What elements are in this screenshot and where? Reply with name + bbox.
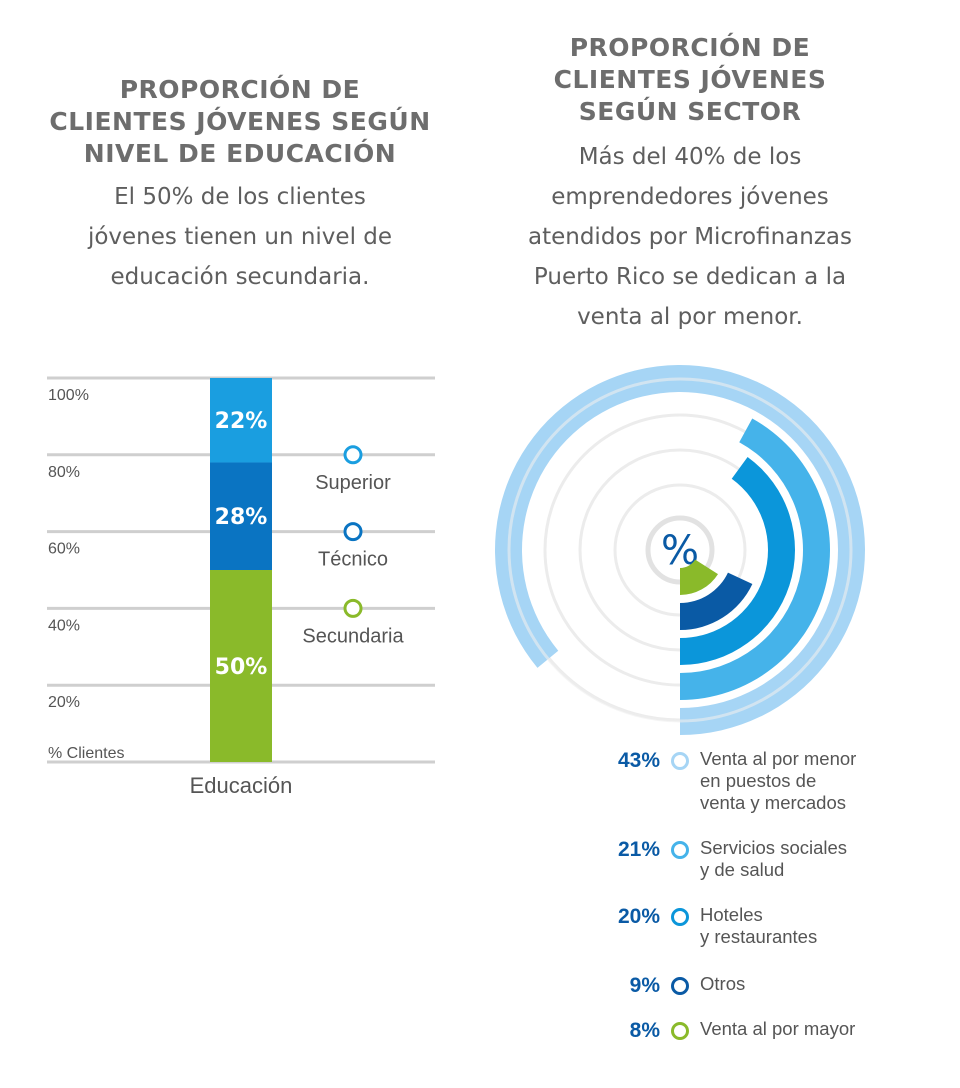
- y-tick-label: 20%: [48, 694, 80, 711]
- y-tick-label: 40%: [48, 617, 80, 634]
- legend-percent: 9%: [629, 974, 660, 997]
- education-chart-title: PROPORCIÓN DE CLIENTES JÓVENES SEGÚN NIVEL…: [49, 75, 431, 168]
- legend-percent: 43%: [617, 749, 660, 772]
- legend-row: 20% Hoteles y restaurantes: [560, 904, 940, 954]
- y-tick-label: 80%: [48, 464, 80, 481]
- legend-label: Venta al por mayor: [700, 1018, 856, 1039]
- legend-marker: [671, 908, 689, 926]
- legend-marker: [671, 1022, 689, 1040]
- sector-chart-title: PROPORCIÓN DE CLIENTES JÓVENES SEGÚN SECTO…: [553, 33, 827, 126]
- legend-row: 8% Venta al por mayor: [560, 1018, 940, 1068]
- legend-label: Secundaria: [302, 625, 404, 647]
- bar-data-label: 28%: [215, 505, 268, 530]
- legend-row: 9% Otros: [560, 973, 940, 1023]
- radial-bar: [680, 456, 795, 665]
- bar-data-label: 22%: [215, 409, 268, 434]
- bar-segment: [210, 378, 272, 463]
- bar-segment: [210, 570, 272, 762]
- legend-label: Otros: [700, 973, 746, 994]
- legend-marker: [671, 752, 689, 770]
- legend-row: 43% Venta al por menor en puestos de vent…: [560, 748, 940, 813]
- legend-label: Servicios sociales y de salud: [700, 837, 848, 880]
- bar-data-label: 50%: [215, 655, 268, 680]
- legend-label: Hoteles y restaurantes: [700, 904, 818, 947]
- y-tick-label: 60%: [48, 541, 80, 558]
- legend-marker: [343, 445, 363, 465]
- legend-percent: 21%: [617, 838, 660, 861]
- y-axis-label: % Clientes: [48, 745, 124, 762]
- background-ring: [507, 377, 853, 723]
- radial-bar: [680, 559, 718, 595]
- legend-marker: [343, 522, 363, 542]
- legend-marker: [343, 598, 363, 618]
- legend-marker: [671, 841, 689, 859]
- education-chart-subtitle: El 50% de los clientes jóvenes tienen un …: [87, 184, 393, 290]
- legend-percent: 8%: [629, 1019, 660, 1042]
- legend-label: Superior: [315, 472, 391, 494]
- legend-row: 21% Servicios sociales y de salud: [560, 837, 940, 887]
- radial-bar: [680, 418, 831, 700]
- legend-percent: 20%: [617, 905, 660, 928]
- radial-bar: [680, 572, 753, 630]
- legend-label: Venta al por menor en puestos de venta y…: [700, 748, 857, 813]
- sector-chart-subtitle: Más del 40% de los emprendedores jóvenes a…: [527, 144, 853, 330]
- legend-label: Técnico: [318, 549, 388, 571]
- y-tick-label: 100%: [48, 387, 89, 404]
- legend-marker: [671, 977, 689, 995]
- bar-segment: [210, 462, 272, 570]
- x-category-label: Educación: [190, 773, 293, 798]
